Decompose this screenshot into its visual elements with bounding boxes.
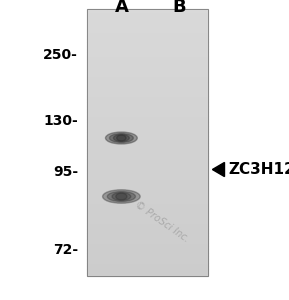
Bar [87, 52, 208, 56]
Bar [87, 136, 208, 139]
Bar [87, 149, 208, 152]
Bar [87, 273, 208, 276]
Bar [87, 106, 208, 109]
Bar [87, 193, 208, 196]
Bar [87, 236, 208, 239]
Bar [87, 76, 208, 79]
Text: 250-: 250- [43, 48, 78, 62]
Bar [87, 39, 208, 42]
Bar [87, 72, 208, 76]
Bar [87, 82, 208, 86]
Bar [87, 213, 208, 216]
Bar [87, 119, 208, 122]
Bar [87, 226, 208, 229]
Ellipse shape [110, 134, 133, 142]
Bar [87, 46, 208, 49]
Bar [87, 196, 208, 199]
Bar [87, 62, 208, 66]
Bar [87, 142, 208, 146]
Bar [87, 159, 208, 163]
Bar [87, 199, 208, 203]
Bar [87, 66, 208, 69]
Text: 130-: 130- [43, 115, 78, 128]
Bar [87, 182, 208, 186]
Bar [87, 9, 208, 12]
Bar [87, 49, 208, 52]
Bar [87, 253, 208, 256]
Bar [87, 22, 208, 26]
Bar [87, 152, 208, 156]
Ellipse shape [116, 193, 127, 200]
Bar [87, 216, 208, 219]
Bar [87, 243, 208, 246]
Text: ZC3H12B: ZC3H12B [228, 162, 289, 177]
Bar [87, 146, 208, 149]
Bar [87, 133, 208, 136]
Ellipse shape [112, 193, 131, 201]
Bar [87, 266, 208, 269]
Bar [87, 103, 208, 106]
Text: B: B [172, 0, 186, 16]
Bar [87, 26, 208, 29]
Bar [87, 16, 208, 19]
Bar [87, 263, 208, 266]
Bar [87, 169, 208, 172]
Bar [87, 129, 208, 133]
Bar [87, 176, 208, 179]
Bar [87, 163, 208, 166]
Bar [87, 116, 208, 119]
Bar [87, 269, 208, 273]
Polygon shape [212, 162, 225, 177]
Bar [87, 206, 208, 209]
Bar [87, 86, 208, 89]
Bar [87, 36, 208, 39]
Text: A: A [114, 0, 128, 16]
Bar [87, 96, 208, 99]
Bar [87, 232, 208, 236]
Bar [87, 56, 208, 59]
Bar [87, 179, 208, 182]
Bar [87, 246, 208, 249]
Bar [87, 99, 208, 103]
Bar [87, 9, 208, 276]
Bar [87, 219, 208, 223]
Text: © ProSci Inc.: © ProSci Inc. [133, 199, 191, 244]
Ellipse shape [105, 132, 137, 144]
Bar [87, 19, 208, 22]
Bar [87, 259, 208, 263]
Bar [87, 223, 208, 226]
Bar [87, 59, 208, 62]
Bar [87, 32, 208, 36]
Bar [87, 209, 208, 213]
Ellipse shape [116, 135, 126, 141]
Text: 95-: 95- [53, 165, 78, 179]
Bar [87, 112, 208, 116]
Bar [87, 42, 208, 46]
Bar [87, 69, 208, 72]
Bar [87, 79, 208, 82]
Ellipse shape [107, 191, 136, 202]
Bar [87, 89, 208, 92]
Bar [87, 166, 208, 169]
Bar [87, 172, 208, 176]
Bar [87, 122, 208, 126]
Ellipse shape [103, 190, 140, 203]
Bar [87, 29, 208, 32]
Bar [87, 109, 208, 112]
Bar [87, 239, 208, 243]
Bar [87, 229, 208, 233]
Ellipse shape [113, 134, 129, 142]
Bar [87, 249, 208, 253]
Bar [87, 189, 208, 193]
Bar [87, 12, 208, 16]
Bar [87, 156, 208, 159]
Text: 72-: 72- [53, 243, 78, 256]
Bar [87, 186, 208, 189]
Bar [87, 256, 208, 259]
Bar [87, 92, 208, 96]
Bar [87, 126, 208, 129]
Bar [87, 202, 208, 206]
Bar [87, 139, 208, 142]
